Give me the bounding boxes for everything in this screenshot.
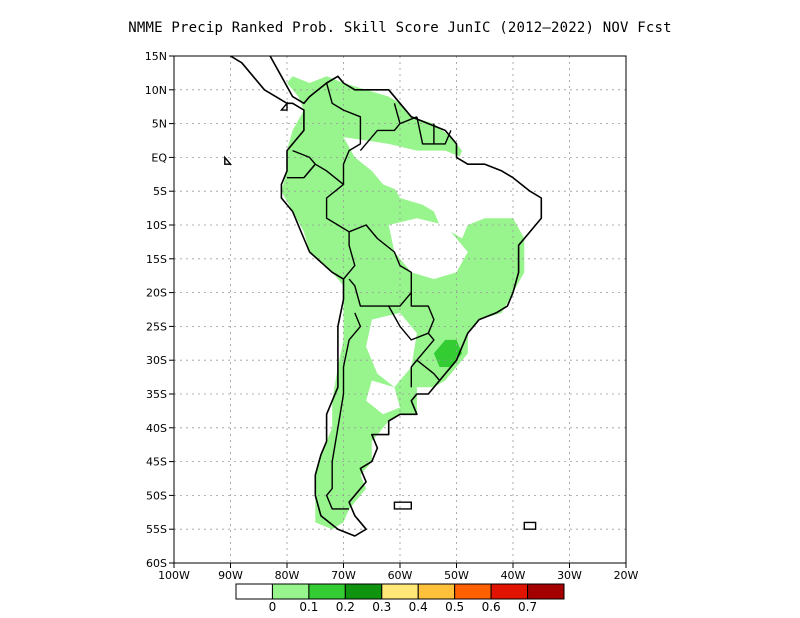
lon-tick-label: 20W [614,569,639,582]
skill-region-0.2-0.3 [433,339,463,367]
lat-tick-label: 55S [146,523,167,536]
lat-tick-label: 5N [152,118,167,131]
lat-tick-label: 15N [145,50,167,63]
lon-tick-label: 100W [158,569,190,582]
island-outline [224,155,233,165]
country-border [399,116,418,125]
lon-tick-label: 60W [388,569,413,582]
country-border [388,292,435,341]
lat-tick-label: 20S [146,287,167,300]
lat-tick-label: 60S [146,557,167,570]
lon-tick-label: 70W [331,569,356,582]
lat-tick-label: 30S [146,354,167,367]
colorbar-swatch [381,583,419,600]
island-outline [393,501,412,510]
no-skill-region [366,380,400,415]
colorbar-swatch [344,583,383,600]
colorbar-label: 0.2 [336,600,355,614]
coastline [230,55,543,537]
country-border [359,103,401,152]
axis-ticks: 15N 10N 5N EQ 5S 10S 15S 20S 25S 30S 35S 40S 45S 50S 5… [145,50,639,582]
colorbar-swatch [454,583,492,600]
country-border [416,359,441,381]
colorbar-label: 0.7 [518,600,537,614]
grid-lines [174,56,626,563]
lat-tick-label: 50S [146,489,167,502]
colorbar: 0 0.1 0.2 0.3 0.4 0.5 0.6 0.7 [235,583,565,614]
colorbar-label: 0.6 [482,600,501,614]
lon-tick-label: 40W [501,569,526,582]
colorbar-label: 0 [269,600,277,614]
colorbar-swatch [490,583,529,600]
colorbar-swatch [527,583,565,600]
lat-tick-label: 35S [146,388,167,401]
island-outline [523,521,537,530]
colorbar-swatch [308,583,346,600]
lat-tick-label: 25S [146,320,167,333]
lat-tick-label: 40S [146,422,167,435]
colorbar-swatch [271,583,310,600]
country-border [287,163,356,280]
lon-tick-label: 30W [557,569,582,582]
no-skill-region [388,218,468,280]
country-border [433,130,452,145]
lat-tick-label: 10N [145,84,167,97]
land-outlines [224,55,543,537]
colorbar-label: 0.3 [372,600,391,614]
lat-tick-label: EQ [151,151,167,164]
colorbar-label: 0.1 [299,600,318,614]
country-border [325,82,362,185]
lon-tick-label: 80W [275,569,300,582]
country-border [416,116,435,145]
lat-tick-label: 10S [146,219,167,232]
lat-tick-label: 5S [153,185,167,198]
lat-tick-label: 15S [146,253,167,266]
lon-tick-label: 90W [218,569,243,582]
island-outline [279,101,288,111]
map-title: NMME Precip Ranked Prob. Skill Score Jun… [128,20,672,36]
lat-tick-label: 45S [146,456,167,469]
lon-tick-label: 50W [444,569,469,582]
colorbar-swatch [235,583,273,600]
colorbar-label: 0.5 [445,600,464,614]
no-skill-region [343,137,513,205]
colorbar-swatch [417,583,456,600]
colorbar-label: 0.4 [409,600,428,614]
country-border [325,312,362,510]
